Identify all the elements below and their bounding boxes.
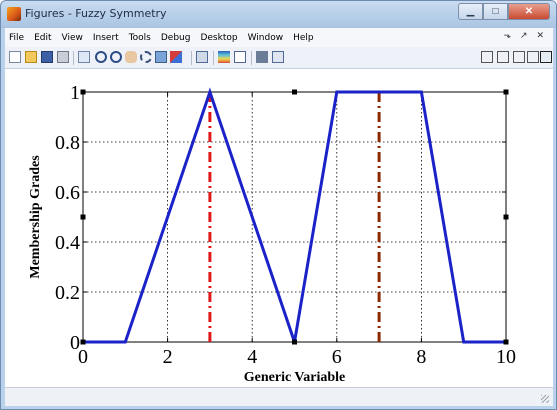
matlab-icon (7, 7, 21, 21)
menu-window[interactable]: Window (247, 32, 284, 43)
axis-ticks: 0 2 4 6 8 10 0 0.2 0.4 0.6 0.8 1 (55, 82, 516, 368)
window-controls: ▁ □ ✕ (458, 3, 550, 21)
menu-edit[interactable]: Edit (34, 32, 52, 43)
x-tick-label: 8 (416, 346, 426, 368)
selection-handles (80, 89, 509, 345)
new-figure-icon[interactable] (9, 51, 21, 63)
maximize-button[interactable]: □ (483, 3, 508, 20)
rotate-icon[interactable] (140, 51, 152, 63)
menu-insert[interactable]: Insert (92, 32, 119, 43)
menu-bar: File Edit View Insert Tools Debug Deskto… (5, 28, 553, 47)
series-layer (83, 87, 506, 344)
maximize-pane-icon[interactable] (540, 51, 552, 63)
float-icon[interactable] (527, 51, 539, 63)
open-icon[interactable] (25, 51, 37, 63)
link-icon[interactable] (196, 51, 208, 63)
menu-desktop[interactable]: Desktop (200, 32, 238, 43)
x-tick-label: 4 (247, 346, 257, 368)
minimize-button[interactable]: ▁ (458, 3, 483, 20)
selection-handle (292, 89, 297, 95)
menu-file[interactable]: File (9, 32, 25, 43)
pointer-icon[interactable] (78, 51, 90, 63)
x-axis-label: Generic Variable (244, 370, 346, 385)
toolbar-separator (191, 51, 192, 65)
x-tick-label: 0 (78, 346, 88, 368)
y-tick-label: 0.4 (55, 232, 80, 254)
zoom-out-icon[interactable] (110, 51, 122, 63)
menu-debug[interactable]: Debug (160, 32, 191, 43)
toolbar-separator (73, 51, 74, 65)
brush-icon[interactable] (170, 51, 182, 63)
show-plot-tools-icon[interactable] (272, 51, 284, 63)
y-tick-label: 1 (70, 82, 80, 104)
hide-plot-tools-icon[interactable] (256, 51, 268, 63)
selection-handle (80, 89, 86, 95)
title-bar[interactable]: Figures - Fuzzy Symmetry ▁ □ ✕ (1, 1, 556, 28)
toolbar-separator (251, 51, 252, 65)
window-title: Figures - Fuzzy Symmetry (25, 7, 167, 20)
zoom-in-icon[interactable] (95, 51, 107, 63)
y-tick-label: 0.8 (55, 132, 80, 154)
y-tick-label: 0.2 (55, 282, 80, 304)
colorbar-icon[interactable] (218, 51, 230, 63)
y-tick-label: 0 (70, 332, 80, 354)
status-bar (5, 387, 553, 406)
x-tick-label: 2 (163, 346, 173, 368)
legend-icon[interactable] (234, 51, 246, 63)
close-button[interactable]: ✕ (508, 3, 550, 20)
y-axis-label: Membership Grades (28, 155, 43, 279)
membership-function-line (83, 87, 506, 344)
y-tick-label: 0.6 (55, 182, 80, 204)
menu-dock-controls[interactable]: ⬎ ↗ ✕ (503, 31, 547, 41)
columns-icon[interactable] (497, 51, 509, 63)
save-icon[interactable] (41, 51, 53, 63)
selection-handle (292, 339, 297, 345)
marker-lines (208, 92, 381, 342)
selection-handle (80, 214, 86, 220)
selection-handle (80, 339, 86, 345)
x-tick-label: 10 (496, 346, 516, 368)
data-cursor-icon[interactable] (155, 51, 167, 63)
x-tick-label: 6 (332, 346, 342, 368)
toolbar-separator (213, 51, 214, 65)
menu-tools[interactable]: Tools (128, 32, 151, 43)
menu-help[interactable]: Help (293, 32, 314, 43)
tile-icon[interactable] (481, 51, 493, 63)
resize-grip[interactable] (541, 395, 549, 403)
selection-handle (503, 214, 509, 220)
print-icon[interactable] (57, 51, 69, 63)
figure-toolbar (5, 47, 553, 69)
membership-plot: 0 2 4 6 8 10 0 0.2 0.4 0.6 0.8 1 Generic Variable M… (28, 82, 516, 385)
rows-icon[interactable] (513, 51, 525, 63)
pan-icon[interactable] (125, 51, 137, 63)
selection-handle (503, 89, 509, 95)
menu-view[interactable]: View (61, 32, 83, 43)
selection-handle (503, 339, 509, 345)
figure-canvas: 0 2 4 6 8 10 0 0.2 0.4 0.6 0.8 1 Generic Variable M… (5, 69, 553, 387)
